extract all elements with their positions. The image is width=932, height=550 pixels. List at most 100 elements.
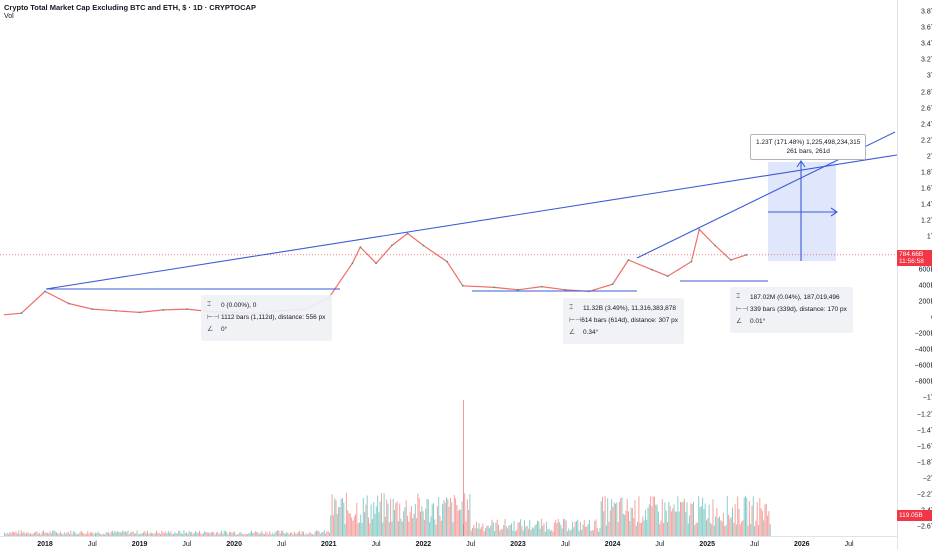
time-tick-label: Jul (466, 541, 476, 548)
time-tick-label: 2024 (604, 541, 621, 548)
volume-bar (215, 532, 217, 536)
volume-bar (423, 519, 425, 536)
volume-bar (48, 533, 50, 536)
volume-bar (124, 531, 126, 536)
volume-bar (261, 531, 263, 536)
volume-bar (160, 534, 161, 536)
volume-bar (270, 534, 272, 536)
volume-bar (353, 516, 355, 536)
volume-bar (745, 495, 746, 536)
volume-bar (733, 522, 735, 536)
volume-bar (474, 528, 476, 536)
bar-countdown: 11:56:58 (899, 258, 924, 265)
price-point (138, 311, 141, 314)
volume-bar (163, 533, 165, 536)
volume-bar (600, 501, 602, 536)
volume-bar (332, 515, 334, 536)
volume-bar (417, 493, 419, 536)
volume-bar (136, 530, 138, 536)
price-tick-label: 2.2T (920, 137, 932, 145)
volume-bar (529, 520, 531, 536)
volume-bar (236, 534, 238, 536)
price-axis[interactable]: 3.8T 3.6T 3.4T 3.2T 3T 2.8T 2.6T 2.4T 2.2T 2T 1.8T… (897, 0, 932, 550)
volume-bar (365, 504, 367, 536)
volume-bar (704, 503, 706, 536)
volume-bar (70, 530, 72, 536)
volume-bar (111, 530, 113, 536)
price-tick-label: 1.8T (920, 169, 932, 177)
volume-bar (257, 532, 259, 536)
angle-icon: ∠ (569, 329, 576, 336)
volume-bar (444, 502, 446, 536)
measure-arrow-head-up (796, 160, 806, 168)
volume-bar (513, 520, 515, 536)
volume-bar (400, 518, 402, 536)
volume-bar (440, 520, 442, 536)
volume-bar (732, 507, 733, 536)
volume-bar (308, 533, 310, 536)
volume-bar (377, 495, 379, 536)
volume-bar (486, 525, 488, 536)
volume-bar (481, 526, 483, 536)
volume-bar (656, 504, 658, 536)
volume-bar (325, 533, 327, 536)
volume-bar (517, 522, 519, 536)
volume-bar (430, 516, 432, 536)
volume-bar (590, 530, 592, 536)
volume-bar (465, 521, 467, 536)
volume-bar (527, 528, 529, 536)
volume-bar (144, 530, 146, 536)
volume-bar (292, 534, 294, 536)
volume-bar (556, 522, 558, 536)
volume-bar (734, 504, 736, 536)
volume-bar (687, 523, 689, 536)
volume-bar (31, 534, 33, 536)
price-point (493, 286, 496, 289)
date-range-icon: ⊢⊣ (736, 306, 749, 313)
volume-bar (46, 532, 48, 536)
volume-bar (644, 509, 646, 536)
volume-bar (743, 497, 745, 536)
volume-bar (460, 509, 462, 536)
volume-spike-bar (463, 400, 464, 536)
volume-bar (719, 516, 720, 536)
volume-bar (152, 533, 154, 536)
measure-arrow-head-right (830, 207, 838, 217)
volume-bar (105, 532, 107, 536)
volume-bar (596, 527, 598, 536)
volume-bar (769, 524, 771, 536)
volume-bar (258, 534, 260, 536)
chart-canvas[interactable] (0, 0, 897, 536)
volume-bar (323, 530, 325, 536)
volume-bar (10, 533, 12, 536)
volume-bar (572, 521, 574, 536)
volume-bar (101, 534, 103, 536)
volume-bar (755, 520, 757, 536)
volume-bar (57, 533, 59, 536)
volume-bar (179, 531, 181, 536)
volume-bar (321, 532, 323, 536)
volume-bar (335, 500, 337, 536)
volume-bar (128, 534, 130, 536)
volume-bar (725, 525, 727, 536)
volume-bar (305, 533, 307, 536)
price-tick-label: 3.2T (920, 56, 932, 64)
time-axis[interactable]: 2018 Jul 2019 Jul 2020 Jul 2021 Jul 2022 Jul 2023 J… (0, 536, 897, 550)
volume-bar (11, 531, 13, 536)
volume-bar (44, 532, 46, 536)
volume-bar (557, 518, 559, 536)
volume-bar (23, 531, 25, 536)
volume-bar (195, 531, 197, 536)
volume-bar (525, 526, 527, 536)
volume-bar (226, 532, 228, 536)
volume-bar (478, 522, 480, 536)
volume-bar (386, 499, 388, 536)
volume-bar (122, 530, 124, 536)
price-point (162, 309, 165, 311)
volume-bar (738, 508, 740, 536)
volume-bar (243, 534, 245, 536)
volume-bar (166, 533, 168, 536)
volume-bar (602, 496, 603, 536)
volume-bar (676, 511, 678, 536)
volume-bar (608, 521, 610, 536)
